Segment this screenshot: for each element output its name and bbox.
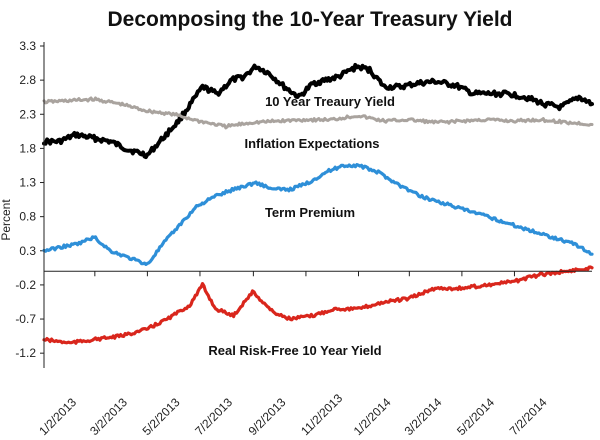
x-tick-label: 3/2/2014	[402, 395, 445, 438]
x-tick-label: 5/2/2014	[454, 395, 497, 438]
series-annotation: Term Premium	[265, 205, 355, 220]
y-tick-label: 1.3	[19, 176, 36, 190]
y-tick-label: 0.3	[19, 244, 36, 258]
series-annotation: Real Risk-Free 10 Year Yield	[208, 343, 381, 358]
annotations: 10 Year Treaury Yield Inflation Expectati…	[208, 94, 395, 358]
series-line-4	[42, 265, 594, 345]
y-tick-label: 0.8	[19, 210, 36, 224]
series-annotation: Inflation Expectations	[244, 136, 379, 151]
y-tick-label: -1.2	[15, 346, 36, 360]
chart-title: Decomposing the 10-Year Treasury Yield	[108, 8, 513, 31]
x-tick-label: 5/2/2013	[140, 395, 183, 438]
x-tick-label: 1/2/2014	[351, 395, 394, 438]
series-layer	[42, 62, 594, 345]
y-tick-label: -0.2	[15, 278, 36, 292]
x-tick-label: 9/2/2013	[246, 395, 289, 438]
y-tick-label: 3.3	[19, 39, 36, 53]
series-line-1	[42, 62, 594, 160]
x-tick-label: 7/2/2014	[507, 395, 550, 438]
y-tick-label: 2.3	[19, 107, 36, 121]
y-tick-label: -0.7	[15, 312, 36, 326]
y-axis-label: Percent	[0, 199, 13, 241]
series-line-3	[42, 163, 594, 266]
x-tick-label: 3/2/2013	[87, 395, 130, 438]
series-line-2	[42, 96, 594, 130]
y-tick-label: 2.8	[19, 73, 36, 87]
y-axis-ticks: 3.3 2.8 2.3 1.8 1.3 0.8 0.3 -0.2 -0.7 -1.2	[15, 39, 44, 360]
x-tick-label: 1/2/2013	[36, 395, 79, 438]
series-annotation: 10 Year Treaury Yield	[265, 94, 395, 109]
y-tick-label: 1.8	[19, 141, 36, 155]
x-tick-label: 7/2/2013	[192, 395, 235, 438]
x-tick-label: 11/2/2013	[298, 391, 345, 438]
